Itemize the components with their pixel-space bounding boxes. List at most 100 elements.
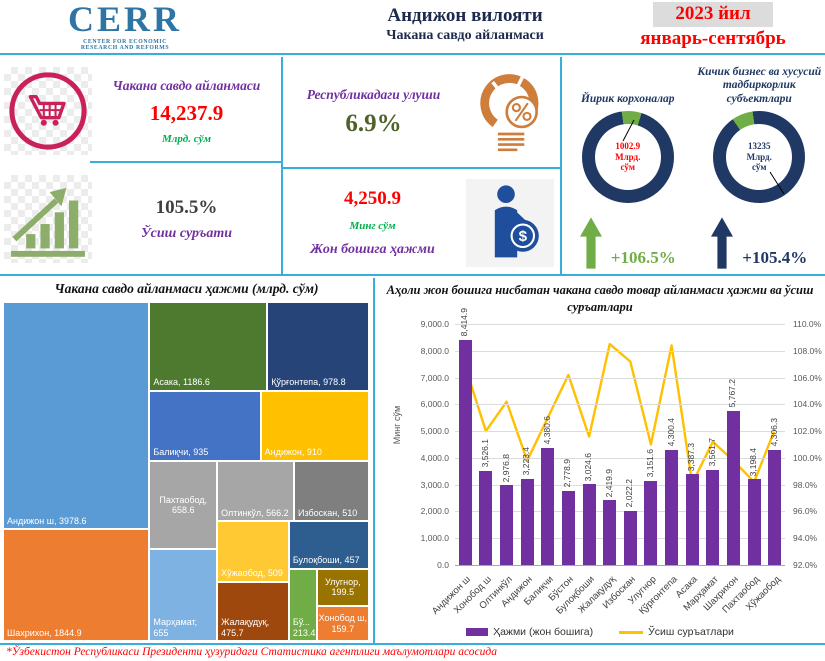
treemap-cell-Балиқчи: Балиқчи, 935 (149, 390, 261, 461)
bar-Шахрихон (726, 410, 740, 565)
bar-value-label: 3,198.4 (748, 447, 759, 477)
indicator-column-left: Чакана савдо айланмаси 14,237.9 Млрд. сў… (0, 57, 283, 274)
bar-value-label: 2,022.2 (624, 479, 635, 508)
growth-rate-label: Ўсиш суръати (140, 225, 233, 241)
small-business-donut: 13235 Млрд. сўм (713, 111, 806, 203)
bar-value-label: 3,151.6 (644, 449, 655, 478)
treemap-cell-label: Улугнор, 199.5 (325, 577, 361, 598)
treemap-cell-label: Балиқчи, 935 (153, 447, 209, 458)
charts-section: Чакана савдо айланмаси ҳажми (млрд. сўм)… (0, 278, 825, 645)
legend-item-line: Ўсиш суръатлари (619, 626, 734, 638)
bar-Избоскан (623, 510, 637, 565)
treemap-cell-label: Пахтаобод, 658.6 (159, 494, 208, 516)
treemap-cell-Хўжаобод: Хўжаобод, 509 (217, 521, 289, 582)
bar-value-label: 2,778.9 (562, 459, 573, 488)
up-arrow-icon (711, 217, 734, 269)
treemap-cell-label: Жалақудуқ, 475.7 (221, 617, 270, 638)
republic-share-block: Республикадаги улуши 6.9% (283, 59, 560, 165)
gridline (455, 350, 785, 352)
donut-center-line: Млрд. (746, 151, 772, 162)
combo-chart-plot: Минг сўм 9,000.0 110.0% 8,000.0 108.0% 7,000… (392, 308, 822, 617)
donut-center-value: 13235 Млрд. сўм (713, 111, 805, 203)
y-axis-tick-right: 100.0% (793, 452, 822, 463)
retail-turnover-unit: Млрд. сўм (161, 132, 212, 145)
period-year: 2023 йил (653, 2, 773, 27)
y-axis-tick-left: 8,000.0 (420, 345, 449, 356)
treemap-cell-Андижон: Андижон, 910 (260, 390, 369, 461)
legend-bar-label: Ҳажми (жон бошига) (493, 626, 594, 638)
up-arrow-icon (579, 217, 602, 269)
treemap-cell-label: Шахрихон, 1844.9 (7, 627, 82, 638)
bar-value-label: 4,300.4 (665, 418, 676, 447)
donut-center-value: 1002.9 Млрд. сўм (582, 111, 674, 203)
gridline (455, 324, 785, 325)
combo-chart-title: Аҳоли жон бошига нисбатан чакана савдо т… (386, 283, 814, 314)
large-enterprises-donut: 1002.9 Млрд. сўм (581, 111, 674, 203)
large-enterprises-growth-value: +106.5% (610, 248, 676, 267)
treemap-cell-label: Хонобод ш, 159.7 (318, 613, 367, 634)
y-axis-title: Минг сўм (392, 406, 403, 445)
retail-turnover-title: Чакана савдо айланмаси (112, 77, 261, 93)
divider (283, 167, 560, 169)
treemap: Андижон ш, 3978.6 Шахрихон, 1844.9 Асака, … (3, 302, 369, 641)
bar-Андижон (520, 478, 534, 565)
donut-center-line: 13235 (748, 141, 771, 152)
per-capita-block: 4,250.9 Минг сўм Жон бошига ҳажми $ (283, 173, 560, 273)
y-axis-tick-right: 102.0% (793, 426, 822, 437)
treemap-cell-Улугнор: Улугнор, 199.5 (316, 568, 369, 607)
legend-bar-swatch (466, 628, 489, 636)
treemap-cell-Шахрихон: Шахрихон, 1844.9 (3, 529, 150, 641)
bar-value-label: 4,380.6 (541, 416, 552, 445)
per-capita-unit: Минг сўм (349, 220, 396, 232)
per-capita-texts: 4,250.9 Минг сўм Жон бошига ҳажми (283, 188, 462, 258)
y-axis-tick-left: 6,000.0 (420, 399, 449, 410)
treemap-cell-label: Андижон, 910 (264, 447, 322, 458)
y-axis-tick-left: 5,000.0 (420, 426, 449, 437)
treemap-cell-Избоскан: Избоскан, 510 (293, 460, 369, 522)
bar-Хонобод ш (479, 470, 493, 565)
gridline (455, 431, 785, 433)
y-axis-tick-left: 1,000.0 (420, 533, 449, 544)
treemap-cell-Хонобод ш: Хонобод ш, 159.7 (316, 606, 369, 641)
growth-rate-texts: 105.5% Ўсиш суръати (92, 197, 281, 242)
treemap-cell-Булоқбоши: Булоқбоши, 457 (288, 521, 369, 569)
per-capita-value: 4,250.9 (344, 188, 401, 209)
republic-share-title: Республикадаги улуши (306, 86, 441, 102)
treemap-cell-Асака: Асака, 1186.6 (149, 302, 268, 391)
y-axis-tick-left: 4,000.0 (420, 452, 449, 463)
treemap-cell-Бўстон: Бў... 213.4 (288, 568, 317, 641)
report-subtitle: Чакана савдо айланмаси (386, 28, 544, 43)
gridline (455, 457, 785, 459)
gridline (455, 511, 785, 513)
report-period: 2023 йил январь-сентябрь (607, 2, 819, 51)
gridline (455, 404, 785, 406)
legend-line-swatch (619, 630, 644, 634)
bar-Асака (685, 474, 699, 565)
retail-turnover-texts: Чакана савдо айланмаси 14,237.9 Млрд. сў… (92, 78, 281, 145)
treemap-title: Чакана савдо айланмаси ҳажми (млрд. сўм) (54, 281, 319, 296)
donut-center-line: сўм (620, 162, 636, 173)
combo-chart-panel: Аҳоли жон бошига нисбатан чакана савдо т… (375, 278, 825, 643)
gridline (455, 484, 785, 486)
footer: *Ўзбекистон Республикаси Президенти ҳузу… (0, 645, 825, 661)
enterprise-panel: Йирик корхоналар 1002.9 Млрд. сўм +106.5% (562, 57, 825, 274)
y-axis-tick-left: 0.0 (437, 560, 449, 570)
bar-Улугнор (644, 480, 658, 565)
treemap-cell-Андижон ш: Андижон ш, 3978.6 (3, 302, 150, 530)
bar-value-label: 3,024.6 (583, 452, 594, 482)
treemap-cell-label: Марҳамат, 655 (153, 617, 198, 638)
donut-ring (713, 111, 806, 203)
y-axis-tick-right: 98.0% (793, 479, 818, 490)
y-axis-tick-right: 96.0% (793, 506, 818, 517)
bar-Балиқчи (541, 447, 555, 565)
treemap-cell-Пахтаобод: Пахтаобод, 658.6 (149, 460, 218, 550)
large-enterprises-group: Йирик корхоналар 1002.9 Млрд. сўм +106.5% (562, 59, 694, 274)
divider (90, 161, 281, 163)
y-axis-tick-right: 110.0% (793, 319, 822, 329)
bar-value-label: 3,561.7 (706, 438, 717, 467)
gridline (455, 565, 785, 566)
bar-Марҳамат (706, 469, 720, 565)
large-enterprises-growth: +106.5% (579, 214, 676, 270)
y-axis-tick-right: 106.0% (793, 372, 822, 383)
